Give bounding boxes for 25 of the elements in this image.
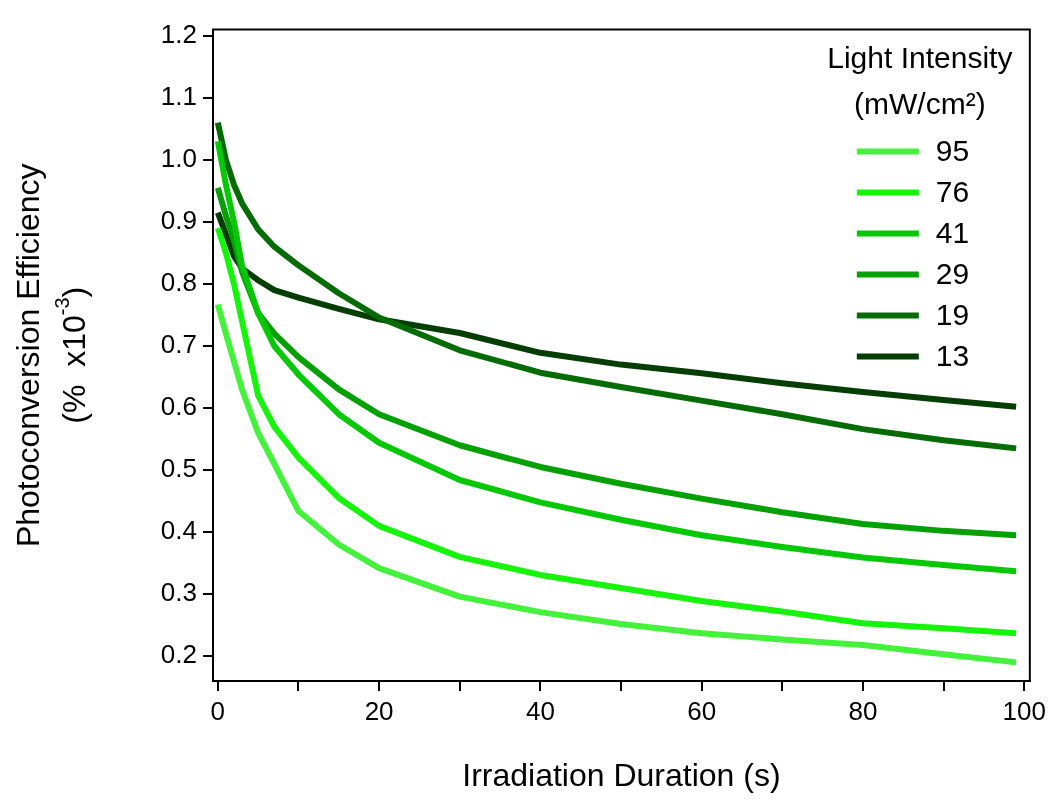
- legend-title: Light Intensity (mW/cm²): [827, 40, 1013, 120]
- y-tick-label: 0.4: [160, 515, 197, 546]
- x-axis-title: Irradiation Duration (s): [462, 756, 781, 793]
- x-tick-label: 40: [525, 695, 555, 726]
- x-tick-label: 80: [848, 695, 878, 726]
- y-tick-label: 1.1: [160, 81, 197, 112]
- y-tick-label: 1.2: [160, 18, 197, 49]
- x-tick-label: 60: [687, 695, 717, 726]
- y-tick-label: 0.6: [160, 391, 197, 422]
- y-tick-label: 0.2: [160, 639, 197, 670]
- legend-label: 95: [935, 133, 970, 167]
- y-tick-label: 0.8: [160, 267, 197, 298]
- x-tick-label: 0: [210, 695, 226, 726]
- y-tick-label: 0.9: [160, 205, 197, 236]
- legend-label: 19: [935, 297, 970, 331]
- legend-label: 13: [935, 338, 970, 372]
- y-tick-label: 0.7: [160, 329, 197, 360]
- legend-label: 41: [935, 215, 970, 249]
- y-tick-label: 0.5: [160, 453, 197, 484]
- y-tick-label: 1.0: [160, 143, 197, 174]
- y-tick-label: 0.3: [160, 577, 197, 608]
- x-tick-label: 100: [1002, 695, 1046, 726]
- legend-label: 76: [935, 174, 970, 208]
- x-tick-label: 20: [364, 695, 394, 726]
- legend-label: 29: [935, 256, 970, 290]
